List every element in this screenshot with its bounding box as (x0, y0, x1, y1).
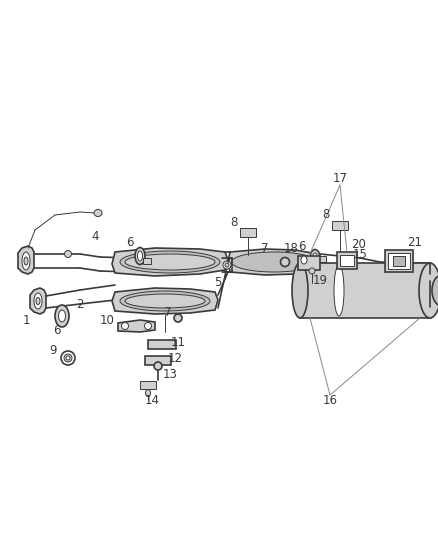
Ellipse shape (55, 305, 69, 327)
Ellipse shape (24, 257, 28, 265)
Text: 1: 1 (22, 314, 30, 327)
Bar (393, 256, 405, 266)
Text: 11: 11 (170, 335, 186, 349)
Ellipse shape (174, 314, 182, 322)
Ellipse shape (94, 209, 102, 216)
Polygon shape (18, 246, 34, 274)
Text: 7: 7 (261, 241, 269, 254)
Polygon shape (112, 288, 218, 314)
Ellipse shape (34, 293, 42, 309)
Text: 10: 10 (99, 313, 114, 327)
Text: 8: 8 (230, 215, 238, 229)
Ellipse shape (154, 362, 162, 370)
Bar (332, 221, 348, 230)
Ellipse shape (61, 351, 75, 365)
Ellipse shape (125, 254, 215, 270)
Ellipse shape (292, 263, 308, 318)
Ellipse shape (36, 297, 40, 304)
Ellipse shape (64, 251, 71, 257)
Text: 6: 6 (298, 239, 306, 253)
Text: 12: 12 (167, 351, 183, 365)
Ellipse shape (138, 251, 142, 261)
Bar (148, 340, 176, 349)
Ellipse shape (280, 257, 290, 266)
Text: 15: 15 (353, 248, 367, 262)
Polygon shape (228, 249, 320, 275)
Ellipse shape (22, 252, 30, 270)
Bar (240, 228, 256, 237)
Ellipse shape (370, 264, 381, 276)
Bar (318, 256, 326, 262)
Text: 6: 6 (126, 237, 134, 249)
Text: 19: 19 (312, 273, 328, 287)
Ellipse shape (419, 263, 438, 318)
Polygon shape (30, 288, 46, 314)
Ellipse shape (66, 356, 70, 360)
Text: 21: 21 (407, 237, 423, 249)
Polygon shape (300, 263, 430, 318)
Ellipse shape (432, 276, 438, 305)
Ellipse shape (135, 247, 145, 264)
Bar (145, 356, 171, 365)
Ellipse shape (64, 354, 72, 362)
Ellipse shape (301, 256, 307, 264)
Text: 9: 9 (49, 344, 57, 358)
Polygon shape (118, 320, 155, 332)
Text: 13: 13 (162, 368, 177, 382)
Bar (298, 256, 320, 270)
Ellipse shape (120, 251, 220, 273)
Ellipse shape (59, 310, 66, 322)
Ellipse shape (232, 252, 317, 272)
Text: 17: 17 (332, 172, 347, 184)
Text: 18: 18 (283, 241, 298, 254)
Text: 8: 8 (322, 208, 330, 222)
Ellipse shape (309, 268, 315, 274)
Text: 6: 6 (53, 324, 61, 336)
Polygon shape (112, 248, 228, 276)
Text: 2: 2 (76, 298, 84, 311)
Text: 16: 16 (322, 393, 338, 407)
Ellipse shape (125, 294, 205, 308)
Ellipse shape (223, 261, 231, 269)
Ellipse shape (312, 253, 318, 263)
Bar (337, 252, 357, 269)
Text: 5: 5 (214, 277, 222, 289)
Text: 20: 20 (352, 238, 367, 251)
Ellipse shape (334, 265, 344, 316)
Text: 14: 14 (145, 393, 159, 407)
Text: 4: 4 (91, 230, 99, 244)
Bar (385, 250, 413, 272)
Bar (143, 258, 151, 264)
Ellipse shape (145, 390, 151, 397)
Ellipse shape (121, 322, 128, 329)
Text: 7: 7 (164, 306, 172, 319)
Bar (340, 255, 354, 266)
Ellipse shape (310, 249, 320, 266)
Bar (388, 253, 410, 269)
Ellipse shape (120, 291, 210, 311)
Ellipse shape (145, 322, 152, 329)
Bar (140, 381, 156, 389)
Ellipse shape (225, 263, 229, 267)
